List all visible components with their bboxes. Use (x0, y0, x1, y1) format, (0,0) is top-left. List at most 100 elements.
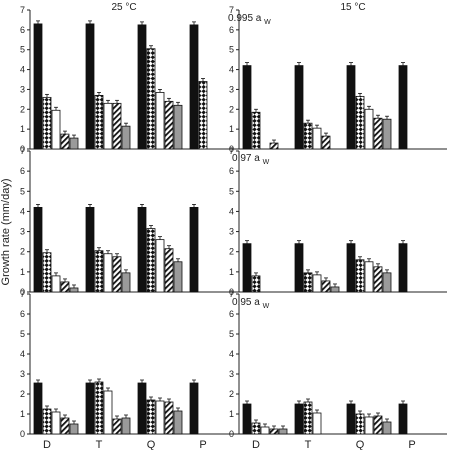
bar-D-checker (251, 275, 261, 293)
bar-T-diagonal-hatch (321, 280, 331, 293)
bar-Q-white (155, 239, 165, 293)
bar-Q-white (155, 400, 165, 435)
bar-T-solid-black (294, 65, 304, 150)
y-tick-label: 6 (20, 25, 25, 35)
bar-P-solid-black (398, 65, 408, 150)
bar-T-solid-black (85, 382, 95, 435)
y-tick-label: 5 (229, 186, 234, 196)
x-category-label: Q (147, 439, 156, 450)
bar-D-solid-black (242, 243, 252, 293)
bar-T-white (103, 253, 113, 293)
bar-T-gray (330, 286, 340, 293)
x-category-label: D (43, 439, 51, 450)
bar-T-diagonal-hatch (321, 135, 331, 150)
bar-Q-diagonal-hatch (373, 266, 383, 293)
bar-Q-checker (355, 95, 365, 150)
bar-D-white (51, 411, 61, 435)
y-tick-label: 2 (229, 247, 234, 257)
bar-T-white (103, 102, 113, 150)
x-category-label: T (96, 439, 103, 450)
bar-D-solid-black (242, 403, 252, 435)
bar-Q-gray (382, 421, 392, 435)
y-tick-label: 1 (20, 409, 25, 419)
bar-D-checker (42, 408, 52, 435)
bar-T-checker (303, 122, 313, 150)
bar-D-checker (42, 252, 52, 293)
y-tick-label: 5 (20, 329, 25, 339)
bar-D-diagonal-hatch (60, 281, 70, 293)
y-tick-label: 6 (20, 309, 25, 319)
row-label-095aw: 0.95 a W (232, 297, 270, 310)
bar-T-checker (94, 94, 104, 150)
y-tick-label: 7 (20, 289, 25, 299)
y-tick-label: 0 (20, 429, 25, 439)
bar-D-diagonal-hatch (269, 142, 279, 150)
bar-P-solid-black (398, 243, 408, 293)
y-tick-label: 1 (20, 124, 25, 134)
bar-Q-checker (146, 48, 156, 150)
bar-D-diagonal-hatch (60, 133, 70, 150)
panel-15c-0995: 0 1 2 3 4 5 6 7 (229, 5, 447, 154)
x-category-label: Q (356, 439, 365, 450)
y-tick-label: 2 (20, 389, 25, 399)
bar-T-diagonal-hatch (112, 102, 122, 150)
bar-P-solid-black (398, 403, 408, 435)
row-label-0995aw: 0.995 a W (228, 13, 271, 26)
bar-Q-gray (382, 272, 392, 293)
bar-Q-solid-black (137, 382, 147, 435)
y-tick-label: 7 (20, 146, 25, 156)
bar-D-diagonal-hatch (269, 428, 279, 435)
bar-Q-white (364, 108, 374, 150)
row-label-097aw-prefix: 0.97 a (232, 153, 260, 164)
bar-T-white (312, 127, 322, 150)
bar-Q-solid-black (137, 206, 147, 293)
x-category-label: P (199, 439, 206, 450)
bar-Q-checker (355, 413, 365, 435)
y-tick-label: 2 (229, 389, 234, 399)
y-tick-label: 1 (229, 409, 234, 419)
panel-25c-0995: 0 1 2 3 4 5 6 7 (20, 5, 238, 154)
bar-D-white (51, 109, 61, 150)
bar-D-solid-black (33, 206, 43, 293)
bar-T-solid-black (85, 206, 95, 293)
y-tick-label: 2 (20, 104, 25, 114)
y-tick-label: 3 (229, 84, 234, 94)
bar-P-solid-black (189, 382, 199, 435)
bar-Q-gray (173, 410, 183, 435)
y-tick-label: 3 (20, 227, 25, 237)
y-tick-label: 6 (229, 166, 234, 176)
y-tick-label: 5 (229, 329, 234, 339)
bar-Q-diagonal-hatch (164, 100, 174, 150)
y-tick-label: 1 (229, 267, 234, 277)
bar-D-gray (278, 428, 288, 435)
bar-D-gray (69, 287, 79, 293)
row-label-095aw-prefix: 0.95 a (232, 297, 260, 308)
bar-P-solid-black (189, 206, 199, 293)
column-header-25c: 25 °C (111, 2, 136, 13)
y-tick-label: 7 (20, 5, 25, 15)
bar-Q-diagonal-hatch (373, 415, 383, 435)
bar-Q-checker (355, 259, 365, 293)
bar-Q-diagonal-hatch (164, 248, 174, 293)
y-tick-label: 4 (229, 349, 234, 359)
bar-Q-white (155, 92, 165, 150)
bar-Q-checker (146, 228, 156, 293)
bar-D-checker (251, 111, 261, 150)
bar-Q-solid-black (346, 243, 356, 293)
y-tick-label: 0 (20, 287, 25, 297)
y-tick-label: 0 (229, 144, 234, 154)
y-tick-label: 7 (229, 289, 234, 299)
bar-D-checker (42, 96, 52, 150)
y-tick-label: 1 (229, 124, 234, 134)
bar-T-gray (121, 417, 131, 435)
y-tick-label: 7 (229, 146, 234, 156)
bar-Q-checker (146, 399, 156, 435)
bar-P-checker (198, 81, 208, 150)
y-tick-label: 7 (229, 5, 234, 15)
row-label-095aw-sub: W (263, 303, 270, 310)
y-tick-label: 0 (229, 287, 234, 297)
bar-D-solid-black (33, 382, 43, 435)
bar-D-white (51, 275, 61, 293)
y-tick-label: 6 (229, 25, 234, 35)
